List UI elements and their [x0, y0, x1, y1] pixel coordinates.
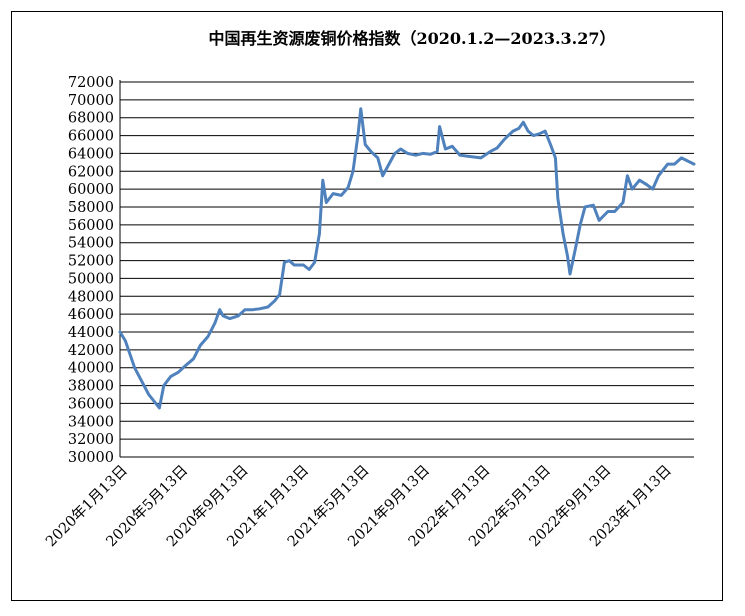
y-tick-label: 58000	[68, 200, 114, 216]
x-axis-tick-labels: 2020年1月13日2020年5月13日2020年9月13日2021年1月13日…	[42, 462, 674, 550]
y-tick-label: 52000	[68, 254, 114, 270]
y-tick-label: 46000	[68, 307, 114, 323]
y-tick-label: 34000	[68, 414, 114, 430]
y-tick-label: 38000	[68, 379, 114, 395]
y-tick-label: 64000	[68, 146, 114, 162]
y-tick-label: 62000	[68, 164, 114, 180]
y-tick-label: 36000	[68, 396, 114, 412]
y-tick-label: 54000	[68, 236, 114, 252]
y-tick-label: 72000	[68, 75, 114, 91]
y-tick-label: 30000	[68, 450, 114, 466]
y-tick-label: 50000	[68, 271, 114, 287]
y-tick-label: 42000	[68, 343, 114, 359]
y-tick-label: 48000	[68, 289, 114, 305]
axes	[119, 80, 694, 458]
y-tick-label: 32000	[68, 432, 114, 448]
chart-canvas: 中国再生资源废铜价格指数（2020.1.2—2023.3.27） 30000 32…	[42, 29, 696, 550]
y-tick-label: 66000	[68, 129, 114, 145]
gridlines	[120, 81, 694, 440]
y-tick-label: 68000	[68, 111, 114, 127]
series-line	[118, 107, 696, 410]
y-tick-label: 60000	[68, 182, 114, 198]
y-tick-label: 70000	[68, 93, 114, 109]
y-tick-label: 56000	[68, 218, 114, 234]
y-tick-label: 40000	[68, 361, 114, 377]
chart-frame: 中国再生资源废铜价格指数（2020.1.2—2023.3.27） 30000 32…	[11, 11, 723, 601]
y-tick-label: 44000	[68, 325, 114, 341]
chart-title: 中国再生资源废铜价格指数（2020.1.2—2023.3.27）	[208, 29, 615, 48]
